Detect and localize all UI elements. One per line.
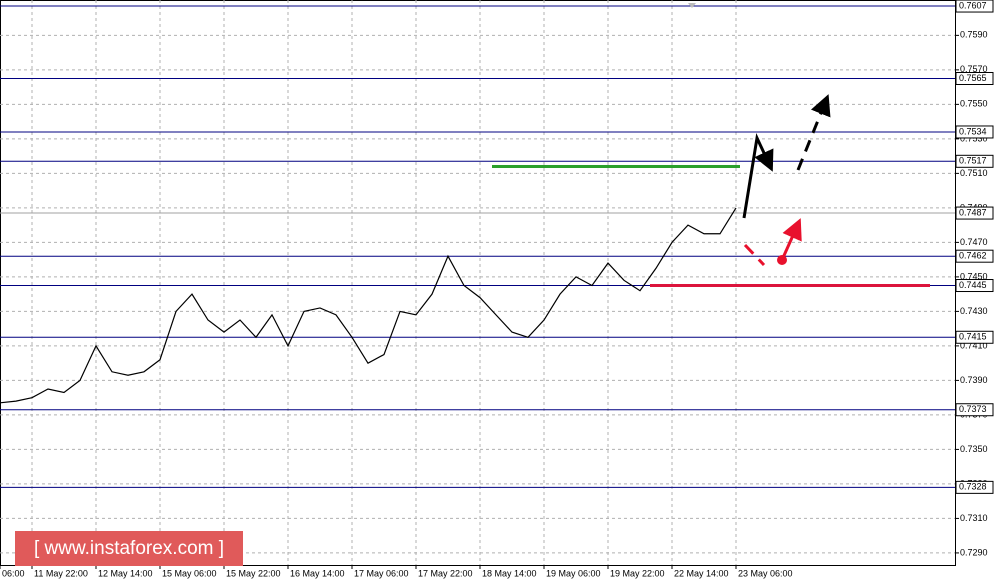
level-label-box — [955, 480, 994, 494]
level-label: 0.7607 — [959, 0, 987, 10]
level-label: 0.7534 — [959, 126, 987, 136]
watermark-box — [15, 531, 243, 566]
x-tick-label: 06:00 — [2, 568, 25, 578]
level-label-box — [955, 403, 994, 417]
arrow-red-up — [780, 218, 802, 261]
level-label: 0.7462 — [959, 251, 987, 261]
x-tick-label: 22 May 14:00 — [674, 568, 729, 578]
y-tick-label: 0.7350 — [960, 444, 988, 454]
price-series — [0, 207, 737, 404]
x-tick-label: 11 May 22:00 — [34, 568, 88, 578]
level-label: 0.7565 — [959, 73, 987, 83]
y-tick-label: 0.7570 — [960, 64, 988, 74]
y-tick-label: 0.7590 — [960, 30, 988, 40]
level-label: 0.7487 — [959, 207, 987, 217]
level-label-box — [955, 154, 994, 168]
x-tick-label: 16 May 14:00 — [290, 568, 345, 578]
y-tick-label: 0.7290 — [960, 547, 988, 557]
level-label-box — [955, 279, 994, 293]
y-tick-label: 0.7470 — [960, 237, 988, 247]
x-tick-label: 18 May 14:00 — [482, 568, 537, 578]
level-label: 0.7445 — [959, 280, 987, 290]
y-tick-label: 0.7550 — [960, 99, 988, 109]
level-label-box — [955, 206, 994, 220]
y-tick-label: 0.7410 — [960, 340, 988, 350]
x-tick-label: 15 May 22:00 — [226, 568, 281, 578]
y-tick-label: 0.7310 — [960, 513, 988, 523]
level-label-box — [955, 125, 994, 139]
x-tick-label: 17 May 06:00 — [354, 568, 409, 578]
x-tick-label: 19 May 22:00 — [610, 568, 665, 578]
marker-triangle — [688, 3, 696, 8]
x-tick-label: 23 May 06:00 — [738, 568, 793, 578]
y-tick-label: 0.7450 — [960, 271, 988, 281]
arrow-dashed-up — [796, 94, 831, 171]
level-label-box — [955, 0, 994, 13]
y-tick-label: 0.7430 — [960, 306, 988, 316]
level-label: 0.7328 — [959, 482, 987, 492]
level-label-box — [955, 249, 994, 263]
level-label: 0.7517 — [959, 156, 987, 166]
level-label: 0.7373 — [959, 404, 987, 414]
level-label-box — [955, 71, 994, 85]
y-tick-label: 0.7390 — [960, 375, 988, 385]
level-label-box — [955, 330, 994, 344]
forecast-arrows — [688, 3, 831, 267]
plot-frame — [0, 0, 956, 566]
x-tick-label: 12 May 14:00 — [98, 568, 153, 578]
x-tick-label: 19 May 06:00 — [546, 568, 601, 578]
arrow-red-dashed — [743, 243, 766, 267]
watermark: [ www.instaforex.com ] — [34, 538, 224, 559]
level-label: 0.7415 — [959, 332, 987, 342]
arrow-up-down — [742, 132, 774, 219]
x-tick-label: 17 May 22:00 — [418, 568, 473, 578]
x-tick-label: 15 May 06:00 — [162, 568, 217, 578]
y-tick-label: 0.7510 — [960, 168, 988, 178]
